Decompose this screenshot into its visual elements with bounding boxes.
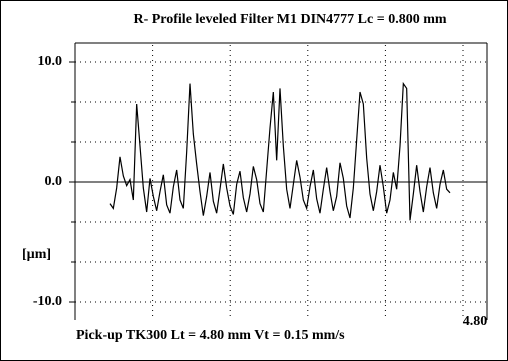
y-axis-label: [µm] — [22, 247, 51, 262]
y-tick-label: 10.0 — [38, 54, 63, 69]
x-tick-label: 4.80 — [463, 314, 488, 329]
footer: Pick-up TK300 Lt = 4.80 mm Vt = 0.15 mm/… — [76, 328, 345, 343]
y-tick-label: -10.0 — [33, 294, 62, 309]
chart-title: R- Profile leveled Filter M1 DIN4777 Lc … — [133, 12, 446, 27]
profile-line — [109, 81, 451, 221]
y-tick-label: 0.0 — [45, 174, 63, 189]
